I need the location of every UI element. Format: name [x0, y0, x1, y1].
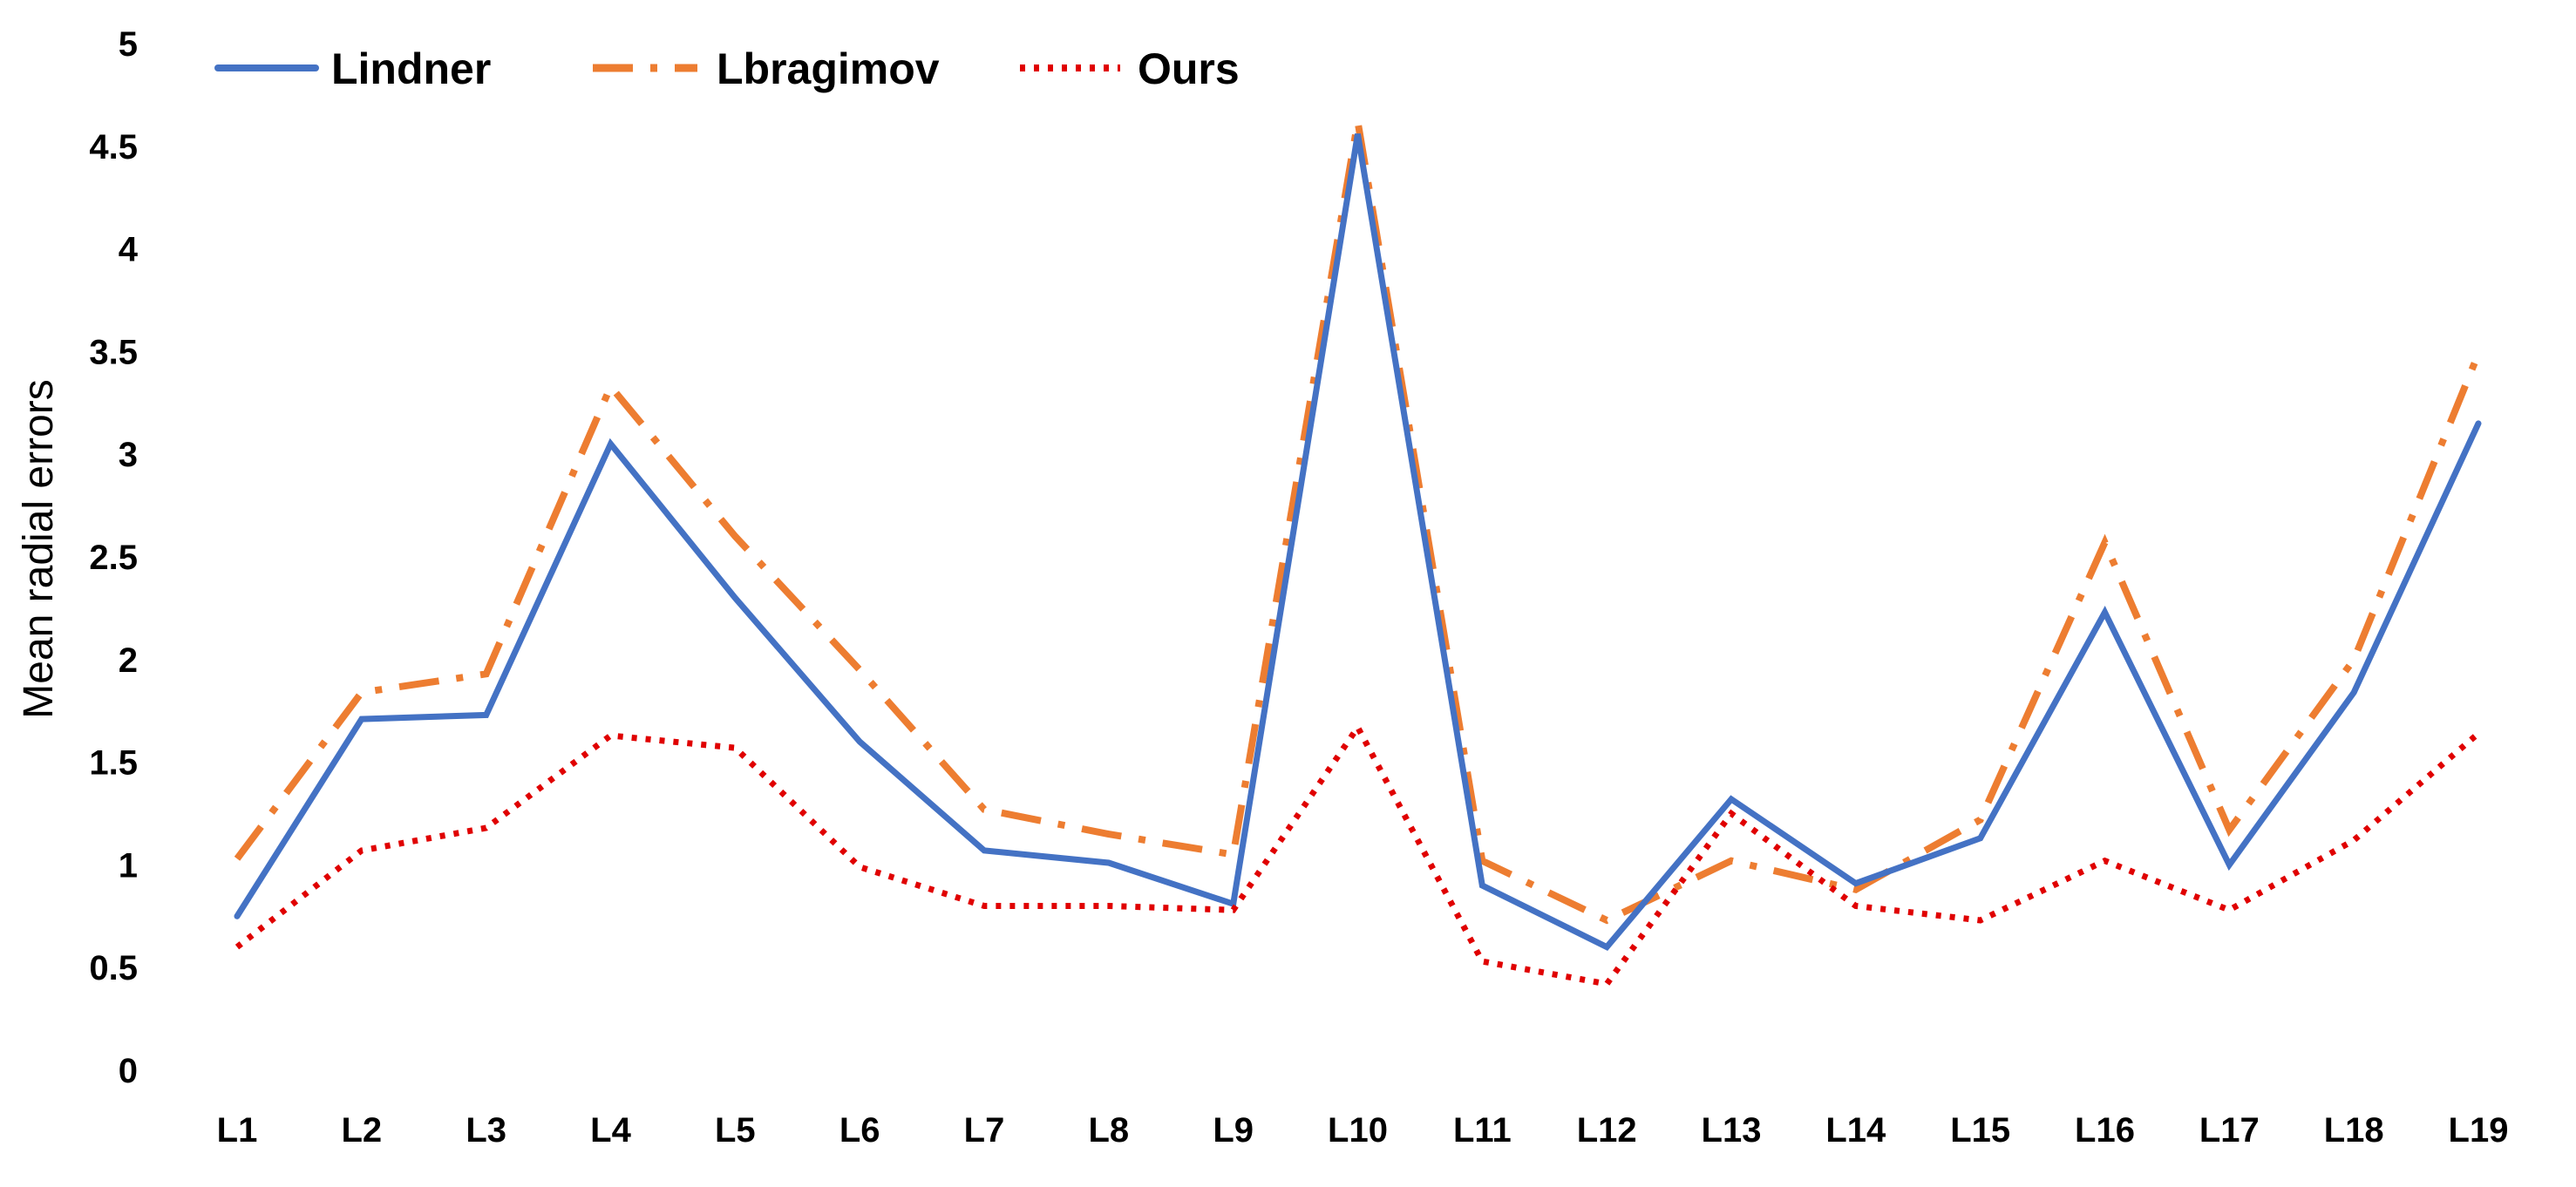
y-tick-label: 1 — [119, 846, 138, 885]
y-tick-label: 1.5 — [89, 744, 138, 783]
y-tick-label: 4 — [119, 231, 139, 269]
x-tick-label: L12 — [1577, 1111, 1637, 1150]
x-tick-label: L18 — [2324, 1111, 2384, 1150]
y-tick-label: 2 — [119, 641, 138, 680]
x-tick-label: L15 — [1950, 1111, 2010, 1150]
legend-label-lindner: Lindner — [331, 44, 491, 93]
x-tick-label: L3 — [466, 1111, 506, 1150]
x-tick-label: L9 — [1213, 1111, 1254, 1150]
x-tick-label: L5 — [715, 1111, 756, 1150]
series-line-ours — [234, 721, 2481, 987]
series-lines — [234, 120, 2482, 987]
series-line-lbragimov — [234, 120, 2482, 925]
legend: Lindner Lbragimov Ours — [214, 44, 1240, 93]
legend-label-ours: Ours — [1138, 44, 1240, 93]
x-tick-label: L6 — [839, 1111, 880, 1150]
y-tick-label: 4.5 — [89, 128, 138, 166]
x-tick-label: L8 — [1088, 1111, 1129, 1150]
y-tick-label: 3.5 — [89, 333, 138, 371]
x-tick-label: L13 — [1702, 1111, 1762, 1150]
y-tick-label: 0.5 — [89, 949, 138, 987]
y-tick-label: 2.5 — [89, 539, 138, 577]
x-tick-label: L16 — [2075, 1111, 2135, 1150]
x-tick-label: L4 — [590, 1111, 631, 1150]
x-tick-label: L17 — [2199, 1111, 2260, 1150]
x-tick-label: L19 — [2449, 1111, 2509, 1150]
y-tick-label: 3 — [119, 436, 138, 474]
x-tick-label: L11 — [1453, 1111, 1512, 1150]
y-tick-label: 0 — [119, 1052, 138, 1090]
x-tick-label: L2 — [341, 1111, 382, 1150]
x-axis: L1 L2 L3 L4 L5 L6 L7 L8 L9 L10 L11 L12 L13 L14 L15 L16 L… — [217, 1111, 2509, 1150]
series-line-lindner — [234, 133, 2482, 951]
legend-label-lbragimov: Lbragimov — [717, 44, 940, 93]
x-tick-label: L7 — [964, 1111, 1005, 1150]
x-tick-label: L1 — [217, 1111, 258, 1150]
x-tick-label: L10 — [1328, 1111, 1388, 1150]
y-axis-label: Mean radial errors — [16, 379, 62, 718]
x-tick-label: L14 — [1825, 1111, 1886, 1150]
y-tick-label: 5 — [119, 25, 138, 64]
y-axis: 0 0.5 1 1.5 2 2.5 3 3.5 4 4.5 5 — [89, 25, 138, 1090]
